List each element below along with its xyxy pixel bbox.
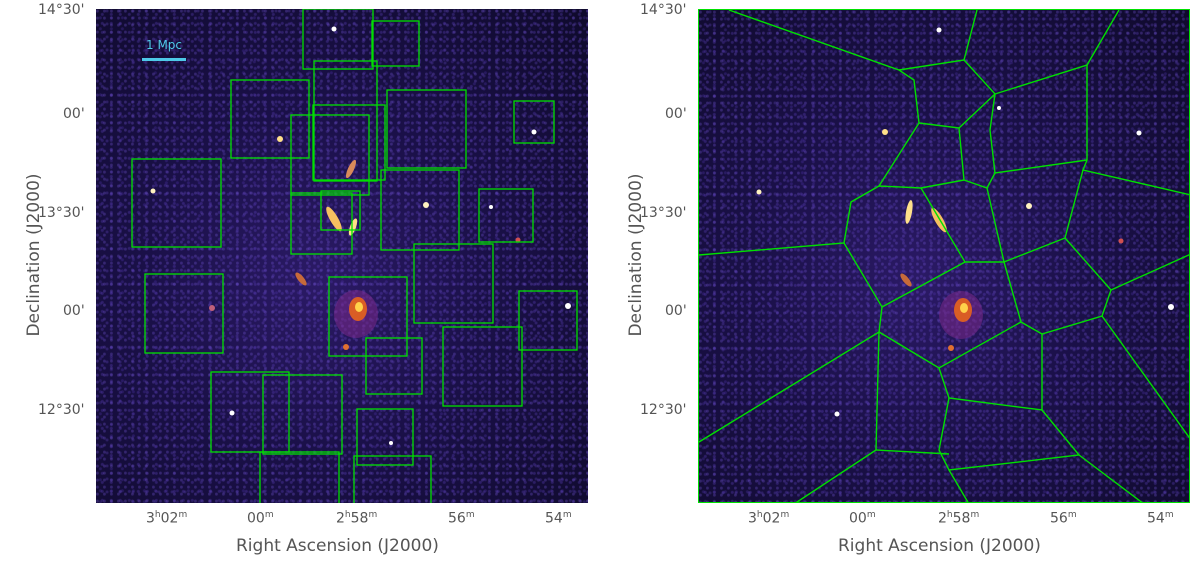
box-4	[230, 79, 310, 159]
left-overlay-svg	[131, 9, 578, 503]
radio-sources	[756, 27, 1174, 417]
box-11	[320, 190, 361, 231]
left-x-tick: 00m	[247, 510, 274, 527]
box-21	[262, 374, 343, 455]
box-19	[442, 326, 523, 407]
right-y-tick: 00'	[665, 106, 687, 122]
left-y-tick: 13°30'	[38, 205, 85, 221]
voronoi-tessellation	[699, 10, 1189, 502]
voronoi-edge	[918, 93, 996, 129]
right-image-panel	[698, 9, 1190, 503]
left-x-tick: 2h58m	[336, 510, 378, 527]
right-x-tick: 00m	[849, 510, 876, 527]
voronoi-edge	[989, 93, 1088, 174]
voronoi-edge	[1003, 169, 1084, 263]
radio-image-noise	[699, 10, 1189, 502]
box-6	[312, 104, 386, 181]
box-18	[365, 337, 423, 395]
box-1	[302, 9, 374, 70]
right-y-tick: 13°30'	[640, 205, 687, 221]
voronoi-edge	[699, 330, 950, 455]
box-23	[259, 451, 340, 503]
right-y-axis-label: Declination (J2000)	[626, 173, 646, 337]
box-15	[328, 276, 408, 357]
right-y-tick: 12°30'	[640, 402, 687, 418]
left-y-tick: 00'	[63, 303, 85, 319]
selection-boxes	[131, 9, 578, 503]
box-7	[386, 89, 467, 169]
box-16	[413, 243, 494, 324]
box-20	[210, 371, 290, 453]
voronoi-edge	[938, 397, 1081, 471]
box-22	[356, 408, 414, 466]
box-17	[518, 290, 578, 351]
left-y-tick: 14°30'	[38, 2, 85, 18]
right-x-tick: 54m	[1147, 510, 1174, 527]
scalebar-label: 1 Mpc	[146, 38, 183, 52]
left-image-panel	[96, 9, 588, 503]
box-2	[371, 20, 420, 67]
box-12	[380, 169, 460, 251]
left-y-tick: 00'	[63, 106, 85, 122]
box-8	[513, 100, 555, 144]
box-13	[478, 188, 534, 243]
voronoi-edge	[938, 334, 1043, 411]
right-x-tick: 2h58m	[938, 510, 980, 527]
voronoi-edge	[1078, 454, 1143, 502]
left-x-tick: 56m	[448, 510, 475, 527]
voronoi-edge	[958, 127, 996, 189]
voronoi-edge	[878, 306, 1022, 369]
box-3	[313, 60, 378, 182]
box-24	[353, 455, 432, 503]
left-x-tick: 54m	[545, 510, 572, 527]
right-x-tick: 3h02m	[748, 510, 790, 527]
right-y-tick: 00'	[665, 303, 687, 319]
left-x-axis-label: Right Ascension (J2000)	[236, 536, 439, 556]
voronoi-edge	[1082, 65, 1189, 196]
voronoi-edge	[948, 469, 969, 502]
left-x-tick: 3h02m	[146, 510, 188, 527]
scalebar	[142, 58, 186, 61]
left-y-axis-label: Declination (J2000)	[24, 173, 44, 337]
box-5	[290, 114, 370, 196]
voronoi-edge	[795, 449, 877, 502]
box-9	[131, 158, 222, 248]
voronoi-edge	[963, 10, 1120, 95]
voronoi-edge	[1101, 315, 1189, 439]
box-14	[144, 273, 224, 354]
right-x-axis-label: Right Ascension (J2000)	[838, 536, 1041, 556]
right-y-tick: 14°30'	[640, 2, 687, 18]
voronoi-edge	[920, 187, 1005, 263]
right-x-tick: 56m	[1050, 510, 1077, 527]
right-overlay-svg	[699, 10, 1189, 502]
voronoi-edge	[728, 10, 920, 187]
voronoi-edge	[699, 179, 965, 256]
left-y-tick: 12°30'	[38, 402, 85, 418]
radio-sources	[150, 26, 571, 445]
voronoi-edge	[1064, 237, 1189, 291]
